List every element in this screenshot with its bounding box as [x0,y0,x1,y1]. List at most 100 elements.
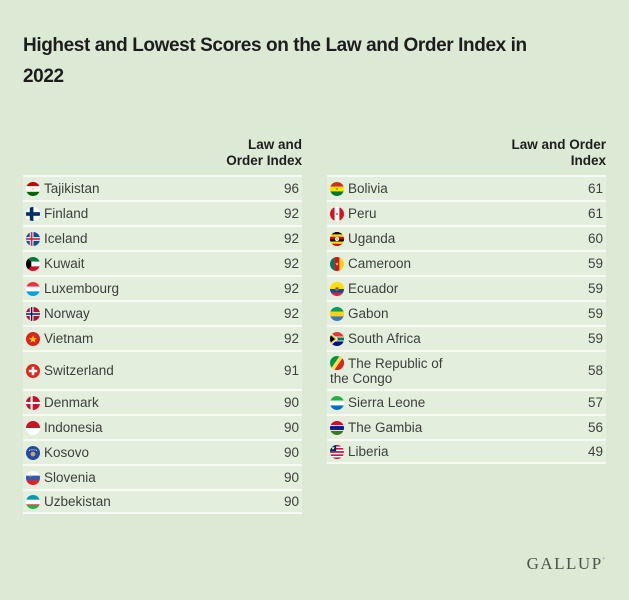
country-name: Indonesia [44,420,103,435]
table-row: Cameroon 59 [327,250,606,275]
country-name: Denmark [44,395,99,410]
country-cell: Sierra Leone [330,395,456,410]
country-name: Finland [44,206,89,221]
country-cell: Uzbekistan [26,494,152,509]
country-name: Tajikistan [44,181,100,196]
table-row: Vietnam 92 [23,325,302,350]
column-header-line: Law and Order [511,137,606,152]
country-cell: Norway [26,306,152,321]
country-name: Uzbekistan [44,494,111,509]
table-row: Slovenia 90 [23,464,302,489]
table-row: Finland 92 [23,200,302,225]
score-value: 96 [283,181,299,196]
score-value: 56 [587,420,603,435]
score-value: 61 [587,181,603,196]
table-row: The Gambia 56 [327,414,606,439]
score-value: 92 [283,256,299,271]
flag-bolivia-icon [330,181,344,196]
table-row: Ecuador 59 [327,275,606,300]
score-value: 90 [283,395,299,410]
flag-gabon-icon [330,306,344,321]
flag-slovenia-icon [26,470,40,485]
table-row: Indonesia 90 [23,414,302,439]
country-name: Switzerland [44,363,114,378]
table-row: Kuwait 92 [23,250,302,275]
score-value: 92 [283,331,299,346]
lowest-scores-table: Law and Order Index Bolivia 61 Peru 61 Uganda 6… [327,137,606,514]
country-cell: Kuwait [26,256,152,271]
column-header-line: Order Index [226,153,302,168]
flag-kosovo-icon [26,445,40,460]
country-cell: Peru [330,206,456,221]
lowest-rows: Bolivia 61 Peru 61 Uganda 60 Cameroon 59 Ecuador… [327,175,606,464]
country-name: Slovenia [44,470,96,485]
table-row: Iceland 92 [23,225,302,250]
score-value: 92 [283,306,299,321]
flag-vietnam-icon [26,331,40,346]
country-cell: Indonesia [26,420,152,435]
score-value: 61 [587,206,603,221]
flag-south-africa-icon [330,331,344,346]
score-value: 49 [587,444,603,459]
country-cell: South Africa [330,331,456,346]
highest-scores-table: Law and Order Index Tajikistan 96 Finland 92 I… [23,137,302,514]
flag-denmark-icon [26,395,40,410]
country-name: The Republic of the Congo [330,355,443,386]
country-cell: Slovenia [26,470,152,485]
flag-luxembourg-icon [26,281,40,296]
country-name: Luxembourg [44,281,120,296]
table-row: Gabon 59 [327,300,606,325]
flag-liberia-icon [330,444,344,459]
flag-uzbekistan-icon [26,494,40,509]
table-row: Uganda 60 [327,225,606,250]
score-value: 90 [283,445,299,460]
flag-uganda-icon [330,231,344,246]
table-row: Norway 92 [23,300,302,325]
flag-norway-icon [26,306,40,321]
country-name: Gabon [348,306,389,321]
flag-peru-icon [330,206,344,221]
country-name: Liberia [348,444,389,459]
table-row: Liberia 49 [327,439,606,464]
column-header-lowest: Law and Order Index [327,137,606,175]
country-cell: The Gambia [330,420,456,435]
table-row: Bolivia 61 [327,175,606,200]
score-value: 59 [587,306,603,321]
table-row: Switzerland 91 [23,350,302,389]
country-cell: Uganda [330,231,456,246]
score-value: 92 [283,281,299,296]
score-value: 90 [283,494,299,509]
table-row: Denmark 90 [23,389,302,414]
score-value: 92 [283,231,299,246]
highest-rows: Tajikistan 96 Finland 92 Iceland 92 Kuwait 92 Lu… [23,175,302,514]
country-cell: Kosovo [26,445,152,460]
country-name: Norway [44,306,90,321]
country-cell: Liberia [330,444,456,459]
country-cell: Gabon [330,306,456,321]
table-row: South Africa 59 [327,325,606,350]
score-value: 58 [587,363,603,378]
country-name: Peru [348,206,377,221]
table-row: Kosovo 90 [23,439,302,464]
country-name: Iceland [44,231,88,246]
page-title-line-2: 2022 [23,66,64,87]
country-cell: The Republic of the Congo [330,356,456,386]
table-row: Luxembourg 92 [23,275,302,300]
country-cell: Ecuador [330,281,456,296]
score-value: 91 [283,363,299,378]
table-row: Tajikistan 96 [23,175,302,200]
gallup-logo-text: GALLUP [526,554,603,573]
column-header-line: Index [570,153,606,168]
gallup-logo-trademark: ’ [602,556,605,565]
score-value: 90 [283,420,299,435]
country-cell: Finland [26,206,152,221]
country-cell: Vietnam [26,331,152,346]
page-title: Highest and Lowest Scores on the Law and… [23,30,606,92]
country-name: Cameroon [348,256,412,271]
country-name: The Gambia [348,420,423,435]
country-name: Uganda [348,231,396,246]
country-name: Vietnam [44,331,94,346]
country-name: Kosovo [44,445,90,460]
score-value: 59 [587,256,603,271]
